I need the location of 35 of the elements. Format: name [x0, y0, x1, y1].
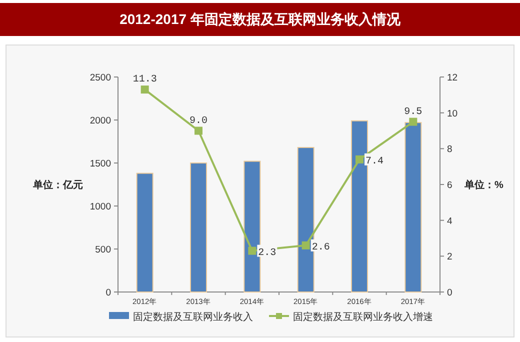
- point: [356, 155, 364, 164]
- y2-tick-label: 0: [447, 288, 452, 298]
- bar: [297, 147, 314, 292]
- data-label: 7.4: [366, 156, 384, 168]
- chart-title: 2012-2017 年固定数据及互联网业务收入情况: [120, 11, 402, 27]
- y2-tick-label: 4: [447, 216, 452, 227]
- point: [248, 246, 256, 255]
- y-tick-label: 1000: [90, 202, 111, 212]
- y-axis-title: 单位：亿元: [32, 179, 83, 191]
- y-tick-label: 2000: [90, 116, 111, 126]
- y-tick-label: 1500: [90, 158, 111, 170]
- y2-tick-label: 12: [447, 72, 458, 84]
- bar: [190, 162, 207, 292]
- data-label: 2.6: [312, 242, 330, 254]
- point: [302, 241, 310, 250]
- y2-tick-label: 10: [447, 108, 458, 120]
- y-tick-label: 0: [106, 288, 111, 298]
- data-label: 9.5: [404, 106, 422, 118]
- y-tick-label: 2500: [90, 72, 111, 84]
- y2-tick-label: 6: [447, 180, 452, 191]
- legend-label: 固定数据及互联网业务收入增速: [293, 311, 433, 323]
- bar: [136, 172, 154, 292]
- y2-axis-title: 单位：%: [464, 179, 504, 191]
- y-tick-label: 500: [95, 244, 111, 256]
- point: [409, 118, 418, 126]
- data-label: 2.3: [258, 248, 276, 259]
- y2-tick-label: 8: [447, 144, 452, 156]
- point: [140, 86, 149, 94]
- bar: [404, 122, 422, 292]
- legend-label: 固定数据及互联网业务收入: [133, 311, 253, 323]
- bar: [351, 120, 368, 292]
- data-label: 9.0: [189, 116, 208, 127]
- point: [194, 126, 202, 135]
- y2-tick-label: 2: [447, 252, 452, 263]
- data-label: 11.3: [132, 74, 157, 86]
